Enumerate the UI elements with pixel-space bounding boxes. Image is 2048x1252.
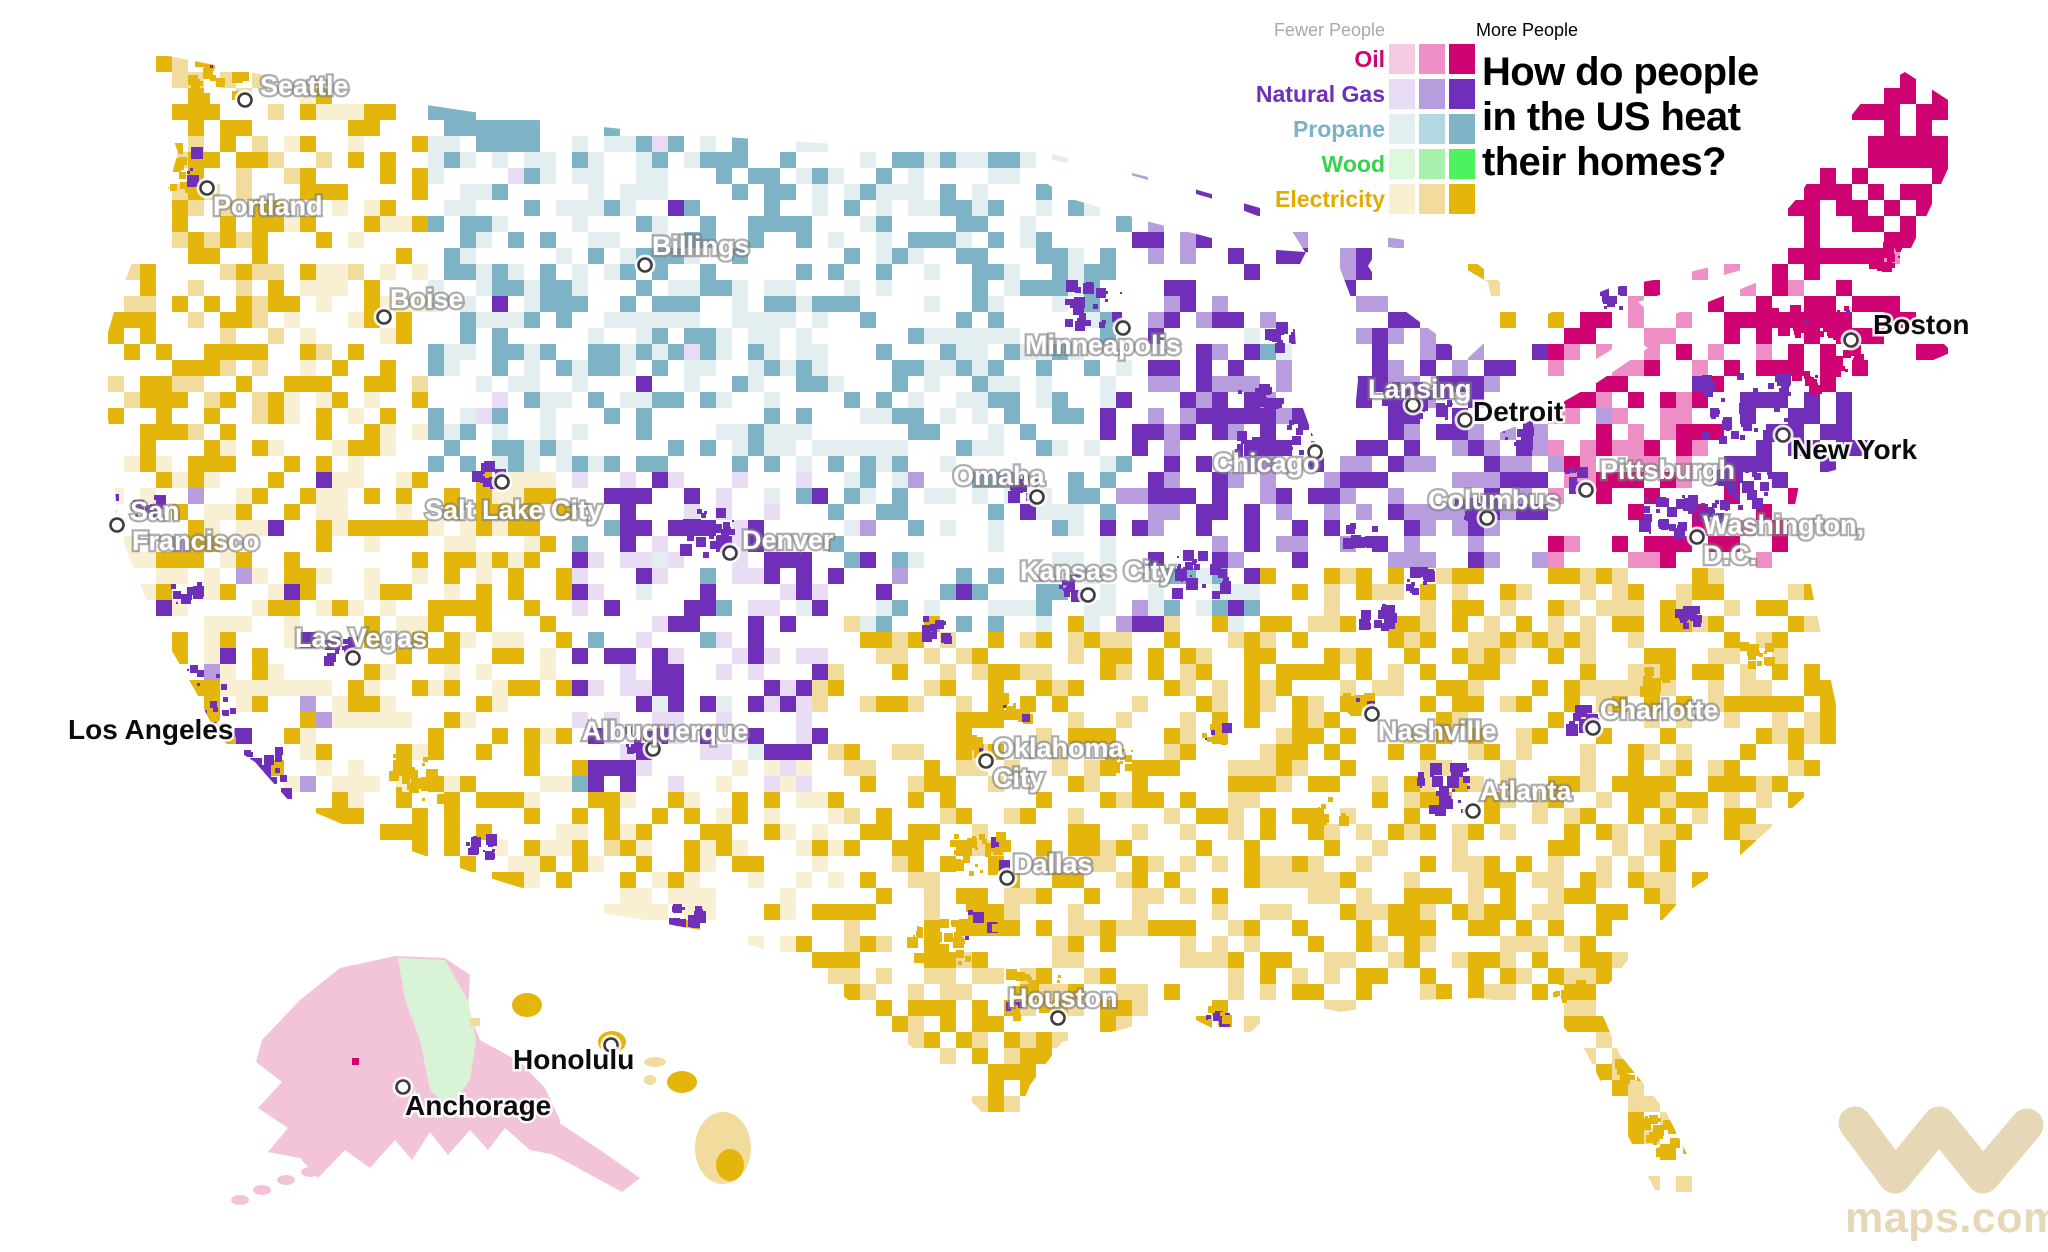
city-label-boise: Boise: [390, 284, 464, 314]
legend-grid: [1389, 44, 1475, 214]
city-label-new-york: New York: [1792, 434, 1917, 465]
legend: Fewer People More People Oil Natural Gas P…: [1245, 20, 1665, 220]
city-label-los-angeles: Los Angeles: [68, 714, 233, 745]
city-label-oklahoma-city-1: City: [993, 763, 1044, 793]
city-label-albuquerque: Albuquerque: [582, 716, 749, 746]
legend-swatch-natural-gas-2: [1449, 79, 1475, 109]
legend-swatch-electricity-1: [1419, 184, 1445, 214]
legend-swatch-wood-0: [1389, 149, 1415, 179]
city-label-denver: Denver: [742, 525, 834, 555]
city-marker-boise: [373, 306, 395, 328]
city-label-oklahoma-city-0: Oklahoma: [993, 733, 1125, 763]
choropleth-mosaic: [100, 52, 1948, 1192]
city-label-portland: Portland: [213, 191, 323, 221]
city-label-columbus: Columbus: [1428, 485, 1560, 515]
legend-more-label: More People: [1476, 20, 1579, 40]
legend-swatch-natural-gas-1: [1419, 79, 1445, 109]
city-label-san-francisco-0: San: [130, 496, 180, 526]
legend-swatch-electricity-2: [1449, 184, 1475, 214]
city-label-lansing: Lansing: [1368, 374, 1472, 404]
city-label-dallas: Dallas: [1013, 849, 1093, 879]
hawaii: [512, 993, 751, 1184]
city-label-nashville: Nashville: [1378, 716, 1497, 746]
city-marker-seattle: [234, 89, 256, 111]
city-marker-san-francisco: [106, 514, 128, 536]
city-label-houston: Houston: [1008, 983, 1117, 1013]
city-label-kansas-city: Kansas City: [1020, 556, 1175, 586]
city-label-anchorage: Anchorage: [405, 1090, 551, 1121]
city-marker-albuquerque: [642, 738, 664, 760]
city-marker-detroit: [1454, 409, 1476, 431]
title-line-2: in the US heat: [1482, 95, 1741, 139]
legend-swatch-wood-1: [1419, 149, 1445, 179]
title-line-3: their homes?: [1482, 140, 1727, 184]
alaska: [231, 956, 640, 1205]
city-marker-oklahoma-city: [975, 750, 997, 772]
city-label-salt-lake-city: Salt Lake City: [425, 495, 602, 525]
legend-label-oil: Oil: [1354, 46, 1385, 72]
great-lakes: [1036, 158, 1758, 450]
legend-label-natural-gas: Natural Gas: [1255, 81, 1385, 107]
city-label-honolulu: Honolulu: [513, 1044, 634, 1075]
city-marker-houston: [1047, 1007, 1069, 1029]
city-label-chicago: Chicago: [1213, 448, 1320, 478]
city-marker-washington-d-c-: [1686, 526, 1708, 548]
city-layer: Seattle Portland Billings Boise Minneapolis L…: [66, 69, 1972, 1124]
city-label-boston: Boston: [1873, 309, 1969, 340]
legend-label-wood: Wood: [1321, 151, 1385, 177]
city-label-san-francisco-1: Francisco: [132, 526, 260, 556]
city-marker-pittsburgh: [1575, 479, 1597, 501]
city-marker-kansas-city: [1077, 584, 1099, 606]
legend-fewer-label: Fewer People: [1273, 20, 1385, 40]
city-marker-atlanta: [1462, 800, 1484, 822]
legend-swatch-wood-2: [1449, 149, 1475, 179]
legend-label-propane: Propane: [1292, 116, 1385, 142]
city-label-seattle: Seattle: [260, 71, 349, 101]
city-label-pittsburgh: Pittsburgh: [1600, 455, 1735, 485]
city-label-minneapolis: Minneapolis: [1025, 330, 1181, 360]
city-label-las-vegas: Las Vegas: [295, 623, 427, 653]
city-label-charlotte: Charlotte: [1600, 695, 1719, 725]
city-label-billings: Billings: [652, 231, 750, 261]
city-marker-denver: [719, 542, 741, 564]
city-label-atlanta: Atlanta: [1480, 776, 1572, 806]
legend-swatch-natural-gas-0: [1389, 79, 1415, 109]
city-marker-anchorage: [392, 1076, 414, 1098]
city-label-washington-d-c--1: D.C.: [1703, 540, 1757, 570]
city-marker-las-vegas: [342, 647, 364, 669]
city-label-detroit: Detroit: [1473, 396, 1563, 427]
city-marker-new-york: [1772, 424, 1794, 446]
legend-swatch-oil-0: [1389, 44, 1415, 74]
city-marker-billings: [634, 254, 656, 276]
city-marker-nashville: [1361, 703, 1383, 725]
city-marker-charlotte: [1582, 717, 1604, 739]
legend-swatch-oil-1: [1419, 44, 1445, 74]
mapscom-logo-text: maps.com: [1845, 1194, 2048, 1242]
city-marker-omaha: [1026, 486, 1048, 508]
city-label-washington-d-c--0: Washington,: [1703, 510, 1864, 540]
legend-label-electricity: Electricity: [1275, 186, 1385, 212]
city-marker-portland: [196, 177, 218, 199]
city-marker-los-angeles: [213, 719, 235, 741]
city-marker-minneapolis: [1112, 317, 1134, 339]
mapscom-logo-mark: [1838, 1106, 2044, 1194]
legend-swatch-propane-1: [1419, 114, 1445, 144]
city-marker-lansing: [1402, 394, 1424, 416]
city-marker-boston: [1840, 329, 1862, 351]
legend-swatch-propane-0: [1389, 114, 1415, 144]
city-label-omaha: Omaha: [953, 461, 1046, 491]
title-line-1: How do people: [1482, 50, 1759, 94]
legend-swatch-propane-2: [1449, 114, 1475, 144]
legend-swatch-electricity-0: [1389, 184, 1415, 214]
city-marker-columbus: [1476, 507, 1498, 529]
city-marker-chicago: [1304, 441, 1326, 463]
city-marker-honolulu: [600, 1034, 622, 1056]
city-marker-salt-lake-city: [491, 471, 513, 493]
legend-labels: Oil Natural Gas Propane Wood Electricity: [1245, 44, 1385, 219]
city-marker-dallas: [996, 867, 1018, 889]
legend-swatch-oil-2: [1449, 44, 1475, 74]
page-title: How do people in the US heat their homes…: [1482, 50, 1759, 185]
